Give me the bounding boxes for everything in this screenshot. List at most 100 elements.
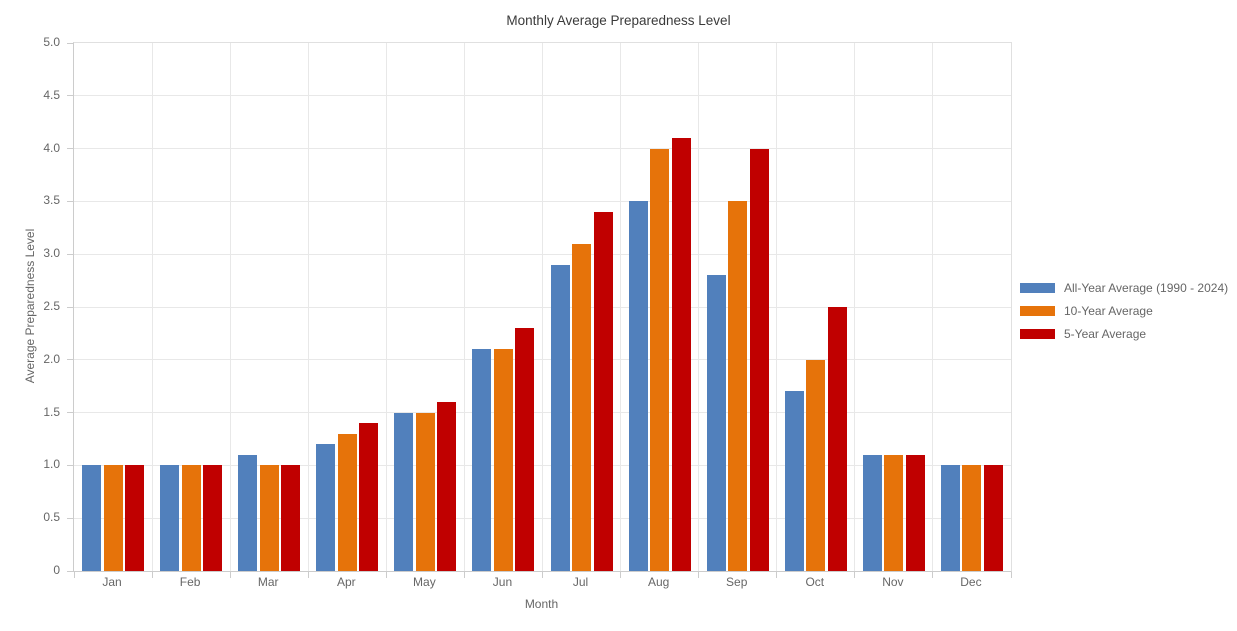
x-tick-label: Jul <box>572 575 589 589</box>
x-tick-mark <box>229 572 231 578</box>
bar-nov-series0 <box>862 454 882 571</box>
bar-sep-series1 <box>728 201 748 571</box>
legend-swatch-icon <box>1020 306 1055 316</box>
x-tick-mark <box>698 572 700 578</box>
x-tick-label: Oct <box>805 575 825 589</box>
bar-jul-series1 <box>572 243 592 571</box>
bar-dec-series0 <box>940 465 960 571</box>
legend-item-series0[interactable]: All-Year Average (1990 - 2024) <box>1020 281 1228 295</box>
bar-oct-series2 <box>827 307 847 571</box>
v-gridline <box>307 43 309 571</box>
bar-jan-series0 <box>82 465 102 571</box>
chart-title: Monthly Average Preparedness Level <box>506 13 731 28</box>
x-tick-label: Dec <box>960 575 982 589</box>
x-tick-label: Apr <box>336 575 356 589</box>
y-tick-label: 4.0 <box>43 140 60 155</box>
y-tick-mark <box>67 42 73 44</box>
bar-jun-series2 <box>515 328 535 571</box>
v-gridline <box>776 43 778 571</box>
y-tick-mark <box>67 95 73 97</box>
bar-dec-series2 <box>983 465 1003 571</box>
y-tick-label: 2.5 <box>43 299 60 313</box>
x-axis-title: Month <box>524 597 559 611</box>
bar-jan-series2 <box>125 465 145 571</box>
bar-aug-series1 <box>650 148 670 571</box>
bar-aug-series2 <box>671 138 691 571</box>
x-tick-mark <box>385 572 387 578</box>
x-tick-mark <box>776 572 778 578</box>
y-tick-mark <box>67 306 73 308</box>
y-tick-label: 0.5 <box>43 510 60 525</box>
bar-feb-series2 <box>203 465 223 571</box>
legend-swatch-icon <box>1020 283 1055 293</box>
y-tick-label: 1.5 <box>43 404 60 419</box>
y-tick-mark <box>67 253 73 255</box>
bar-apr-series2 <box>359 423 379 571</box>
y-tick-mark <box>67 200 73 202</box>
bar-may-series1 <box>415 412 435 571</box>
v-gridline <box>620 43 622 571</box>
x-tick-mark <box>932 572 934 578</box>
v-gridline <box>542 43 543 571</box>
x-tick-label: Nov <box>882 575 904 589</box>
y-tick-label: 4.5 <box>43 87 60 102</box>
legend-label: 10-Year Average <box>1064 304 1153 318</box>
x-tick-label: May <box>413 575 436 589</box>
bar-jun-series1 <box>493 349 513 571</box>
x-tick-label: Jun <box>492 575 513 589</box>
bar-oct-series0 <box>784 391 804 571</box>
x-tick-mark <box>307 572 309 578</box>
bar-dec-series1 <box>962 465 982 571</box>
bar-jul-series0 <box>550 264 570 571</box>
x-tick-label: Aug <box>647 575 670 589</box>
bar-oct-series1 <box>806 359 826 571</box>
x-tick-label: Jan <box>102 575 122 589</box>
bar-may-series2 <box>437 402 457 571</box>
x-tick-label: Sep <box>726 575 748 589</box>
y-tick-label: 3.0 <box>43 246 60 261</box>
bar-nov-series2 <box>905 454 925 571</box>
y-tick-label: 0 <box>53 563 60 577</box>
bar-nov-series1 <box>884 454 904 571</box>
legend: All-Year Average (1990 - 2024) 10-Year Av… <box>1020 281 1228 350</box>
bar-feb-series1 <box>181 465 201 571</box>
v-gridline <box>698 43 700 571</box>
x-tick-label: Feb <box>179 575 201 589</box>
bar-mar-series2 <box>281 465 301 571</box>
legend-item-series2[interactable]: 5-Year Average <box>1020 327 1228 341</box>
v-gridline <box>151 43 153 571</box>
y-tick-label: 1.0 <box>43 457 60 472</box>
bar-jul-series2 <box>593 211 613 571</box>
x-tick-mark <box>620 572 622 578</box>
bar-apr-series0 <box>316 444 336 571</box>
legend-label: All-Year Average (1990 - 2024) <box>1064 281 1229 295</box>
y-tick-mark <box>67 359 73 361</box>
bar-mar-series0 <box>238 454 258 571</box>
legend-item-series1[interactable]: 10-Year Average <box>1020 304 1228 318</box>
bar-mar-series1 <box>259 465 279 571</box>
x-tick-mark <box>1010 572 1012 578</box>
legend-swatch-icon <box>1020 329 1055 339</box>
x-tick-mark <box>854 572 856 578</box>
x-tick-mark <box>151 572 153 578</box>
y-tick-mark <box>67 464 73 466</box>
bar-jan-series1 <box>103 465 123 571</box>
bar-sep-series0 <box>706 275 726 571</box>
v-gridline <box>385 43 387 571</box>
legend-label: 5-Year Average <box>1064 327 1147 341</box>
y-tick-mark <box>67 148 73 150</box>
x-tick-label: Mar <box>257 575 279 589</box>
y-tick-mark <box>67 570 73 572</box>
v-gridline <box>854 43 856 571</box>
y-tick-mark <box>67 517 73 519</box>
y-tick-label: 5.0 <box>43 35 60 49</box>
bar-apr-series1 <box>337 433 357 571</box>
y-tick-mark <box>67 412 73 414</box>
v-gridline <box>463 43 465 571</box>
y-tick-label: 2.0 <box>43 351 60 366</box>
bar-jun-series0 <box>472 349 492 571</box>
x-tick-mark <box>542 572 543 578</box>
v-gridline <box>229 43 231 571</box>
x-tick-mark <box>73 572 75 578</box>
